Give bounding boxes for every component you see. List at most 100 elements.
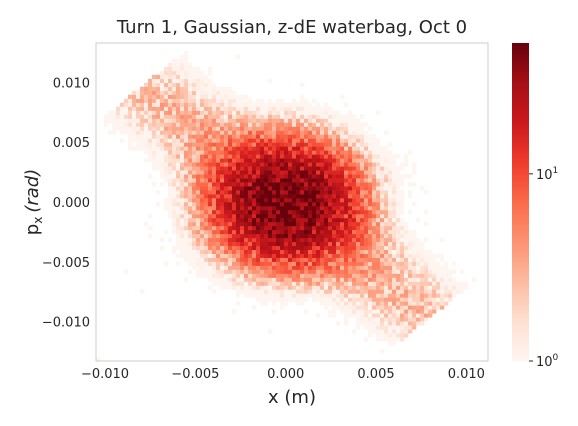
heatmap-cell bbox=[196, 194, 201, 199]
heatmap-cell bbox=[384, 182, 389, 187]
heatmap-cell bbox=[176, 98, 181, 103]
heatmap-cell bbox=[348, 217, 353, 223]
heatmap-cell bbox=[296, 285, 301, 290]
heatmap-cell bbox=[344, 269, 349, 274]
heatmap-cell bbox=[224, 217, 229, 223]
heatmap-cell bbox=[188, 190, 193, 195]
heatmap-cell bbox=[280, 174, 285, 179]
heatmap-cell bbox=[252, 229, 257, 235]
heatmap-cell bbox=[288, 202, 293, 207]
heatmap-cell bbox=[300, 162, 305, 167]
heatmap-cell bbox=[256, 182, 261, 187]
heatmap-cell bbox=[136, 138, 141, 143]
heatmap-cell bbox=[416, 277, 421, 282]
heatmap-cell bbox=[368, 142, 373, 147]
heatmap-cell bbox=[196, 198, 201, 203]
heatmap-cell bbox=[312, 150, 317, 155]
heatmap-cell bbox=[160, 154, 165, 159]
heatmap-cell bbox=[140, 98, 145, 103]
heatmap-cell bbox=[408, 237, 413, 243]
heatmap-cell bbox=[320, 265, 325, 270]
heatmap-cell bbox=[408, 182, 413, 187]
heatmap-cell bbox=[344, 178, 349, 183]
heatmap-cell bbox=[368, 277, 373, 282]
heatmap-cell bbox=[388, 297, 393, 302]
heatmap-cell bbox=[328, 249, 333, 254]
y-axis-label-sub: x bbox=[31, 217, 45, 224]
heatmap-cell bbox=[196, 166, 201, 171]
heatmap-cell bbox=[356, 285, 361, 290]
heatmap-cell bbox=[248, 209, 253, 215]
heatmap-cell bbox=[400, 289, 405, 294]
heatmap-cell bbox=[252, 213, 257, 219]
heatmap-cell bbox=[384, 237, 389, 243]
heatmap-cell bbox=[228, 98, 233, 103]
heatmap-cell bbox=[256, 130, 261, 135]
heatmap-cell bbox=[208, 150, 213, 155]
heatmap-cell bbox=[368, 321, 373, 326]
heatmap-cell bbox=[172, 178, 177, 183]
heatmap-cell bbox=[272, 134, 277, 139]
heatmap-cell bbox=[324, 209, 329, 215]
heatmap-cell bbox=[280, 241, 285, 247]
heatmap-cell bbox=[236, 241, 241, 247]
heatmap-cell bbox=[156, 146, 161, 151]
heatmap-cell bbox=[208, 106, 213, 111]
heatmap-cell bbox=[328, 217, 333, 223]
heatmap-cell bbox=[172, 190, 177, 195]
heatmap-cell bbox=[184, 154, 189, 159]
heatmap-cell bbox=[312, 174, 317, 179]
heatmap-cell bbox=[420, 253, 425, 258]
heatmap-cell bbox=[192, 110, 197, 115]
heatmap-cell bbox=[252, 178, 257, 183]
heatmap-cell bbox=[388, 317, 393, 322]
heatmap-cell bbox=[392, 337, 397, 342]
heatmap-cell bbox=[212, 186, 217, 191]
heatmap-cell bbox=[324, 297, 329, 302]
heatmap-cell bbox=[240, 289, 245, 294]
heatmap-cell bbox=[152, 110, 157, 115]
heatmap-cell bbox=[240, 150, 245, 155]
heatmap-cell bbox=[232, 94, 237, 99]
heatmap-cell bbox=[212, 277, 217, 282]
heatmap-cell bbox=[352, 281, 357, 286]
heatmap-cell bbox=[276, 225, 281, 231]
heatmap-cell bbox=[212, 245, 217, 250]
heatmap-cell bbox=[280, 213, 285, 219]
heatmap-cell bbox=[224, 194, 229, 199]
heatmap-cell bbox=[384, 178, 389, 183]
heatmap-cell bbox=[184, 102, 189, 107]
heatmap-cell bbox=[240, 281, 245, 286]
heatmap-cell bbox=[320, 269, 325, 274]
heatmap-cell bbox=[256, 209, 261, 215]
heatmap-cell bbox=[260, 122, 265, 127]
heatmap-cell bbox=[284, 174, 289, 179]
heatmap-cell bbox=[284, 162, 289, 167]
heatmap-cell bbox=[384, 293, 389, 298]
heatmap-cell bbox=[408, 301, 413, 306]
heatmap-cell bbox=[376, 138, 381, 143]
heatmap-cell bbox=[240, 134, 245, 139]
heatmap-cell bbox=[160, 110, 165, 115]
heatmap-cell bbox=[276, 229, 281, 235]
heatmap-cell bbox=[432, 253, 437, 258]
heatmap-cell bbox=[364, 257, 369, 262]
heatmap-cell bbox=[176, 213, 181, 219]
heatmap-cell bbox=[392, 325, 397, 330]
heatmap-cell bbox=[236, 114, 241, 119]
heatmap-cell bbox=[384, 325, 389, 330]
heatmap-cell bbox=[344, 122, 349, 127]
heatmap-cell bbox=[392, 237, 397, 243]
heatmap-cell bbox=[264, 114, 269, 119]
heatmap-cell bbox=[208, 241, 213, 247]
heatmap-cell bbox=[260, 301, 265, 306]
heatmap-cell bbox=[232, 190, 237, 195]
heatmap-cell bbox=[224, 134, 229, 139]
heatmap-cell bbox=[348, 305, 353, 310]
heatmap-cell bbox=[360, 265, 365, 270]
heatmap-cell bbox=[360, 134, 365, 139]
heatmap-cell bbox=[332, 281, 337, 286]
heatmap-cell bbox=[236, 265, 241, 270]
heatmap-cell bbox=[348, 146, 353, 151]
heatmap-cell bbox=[284, 198, 289, 203]
